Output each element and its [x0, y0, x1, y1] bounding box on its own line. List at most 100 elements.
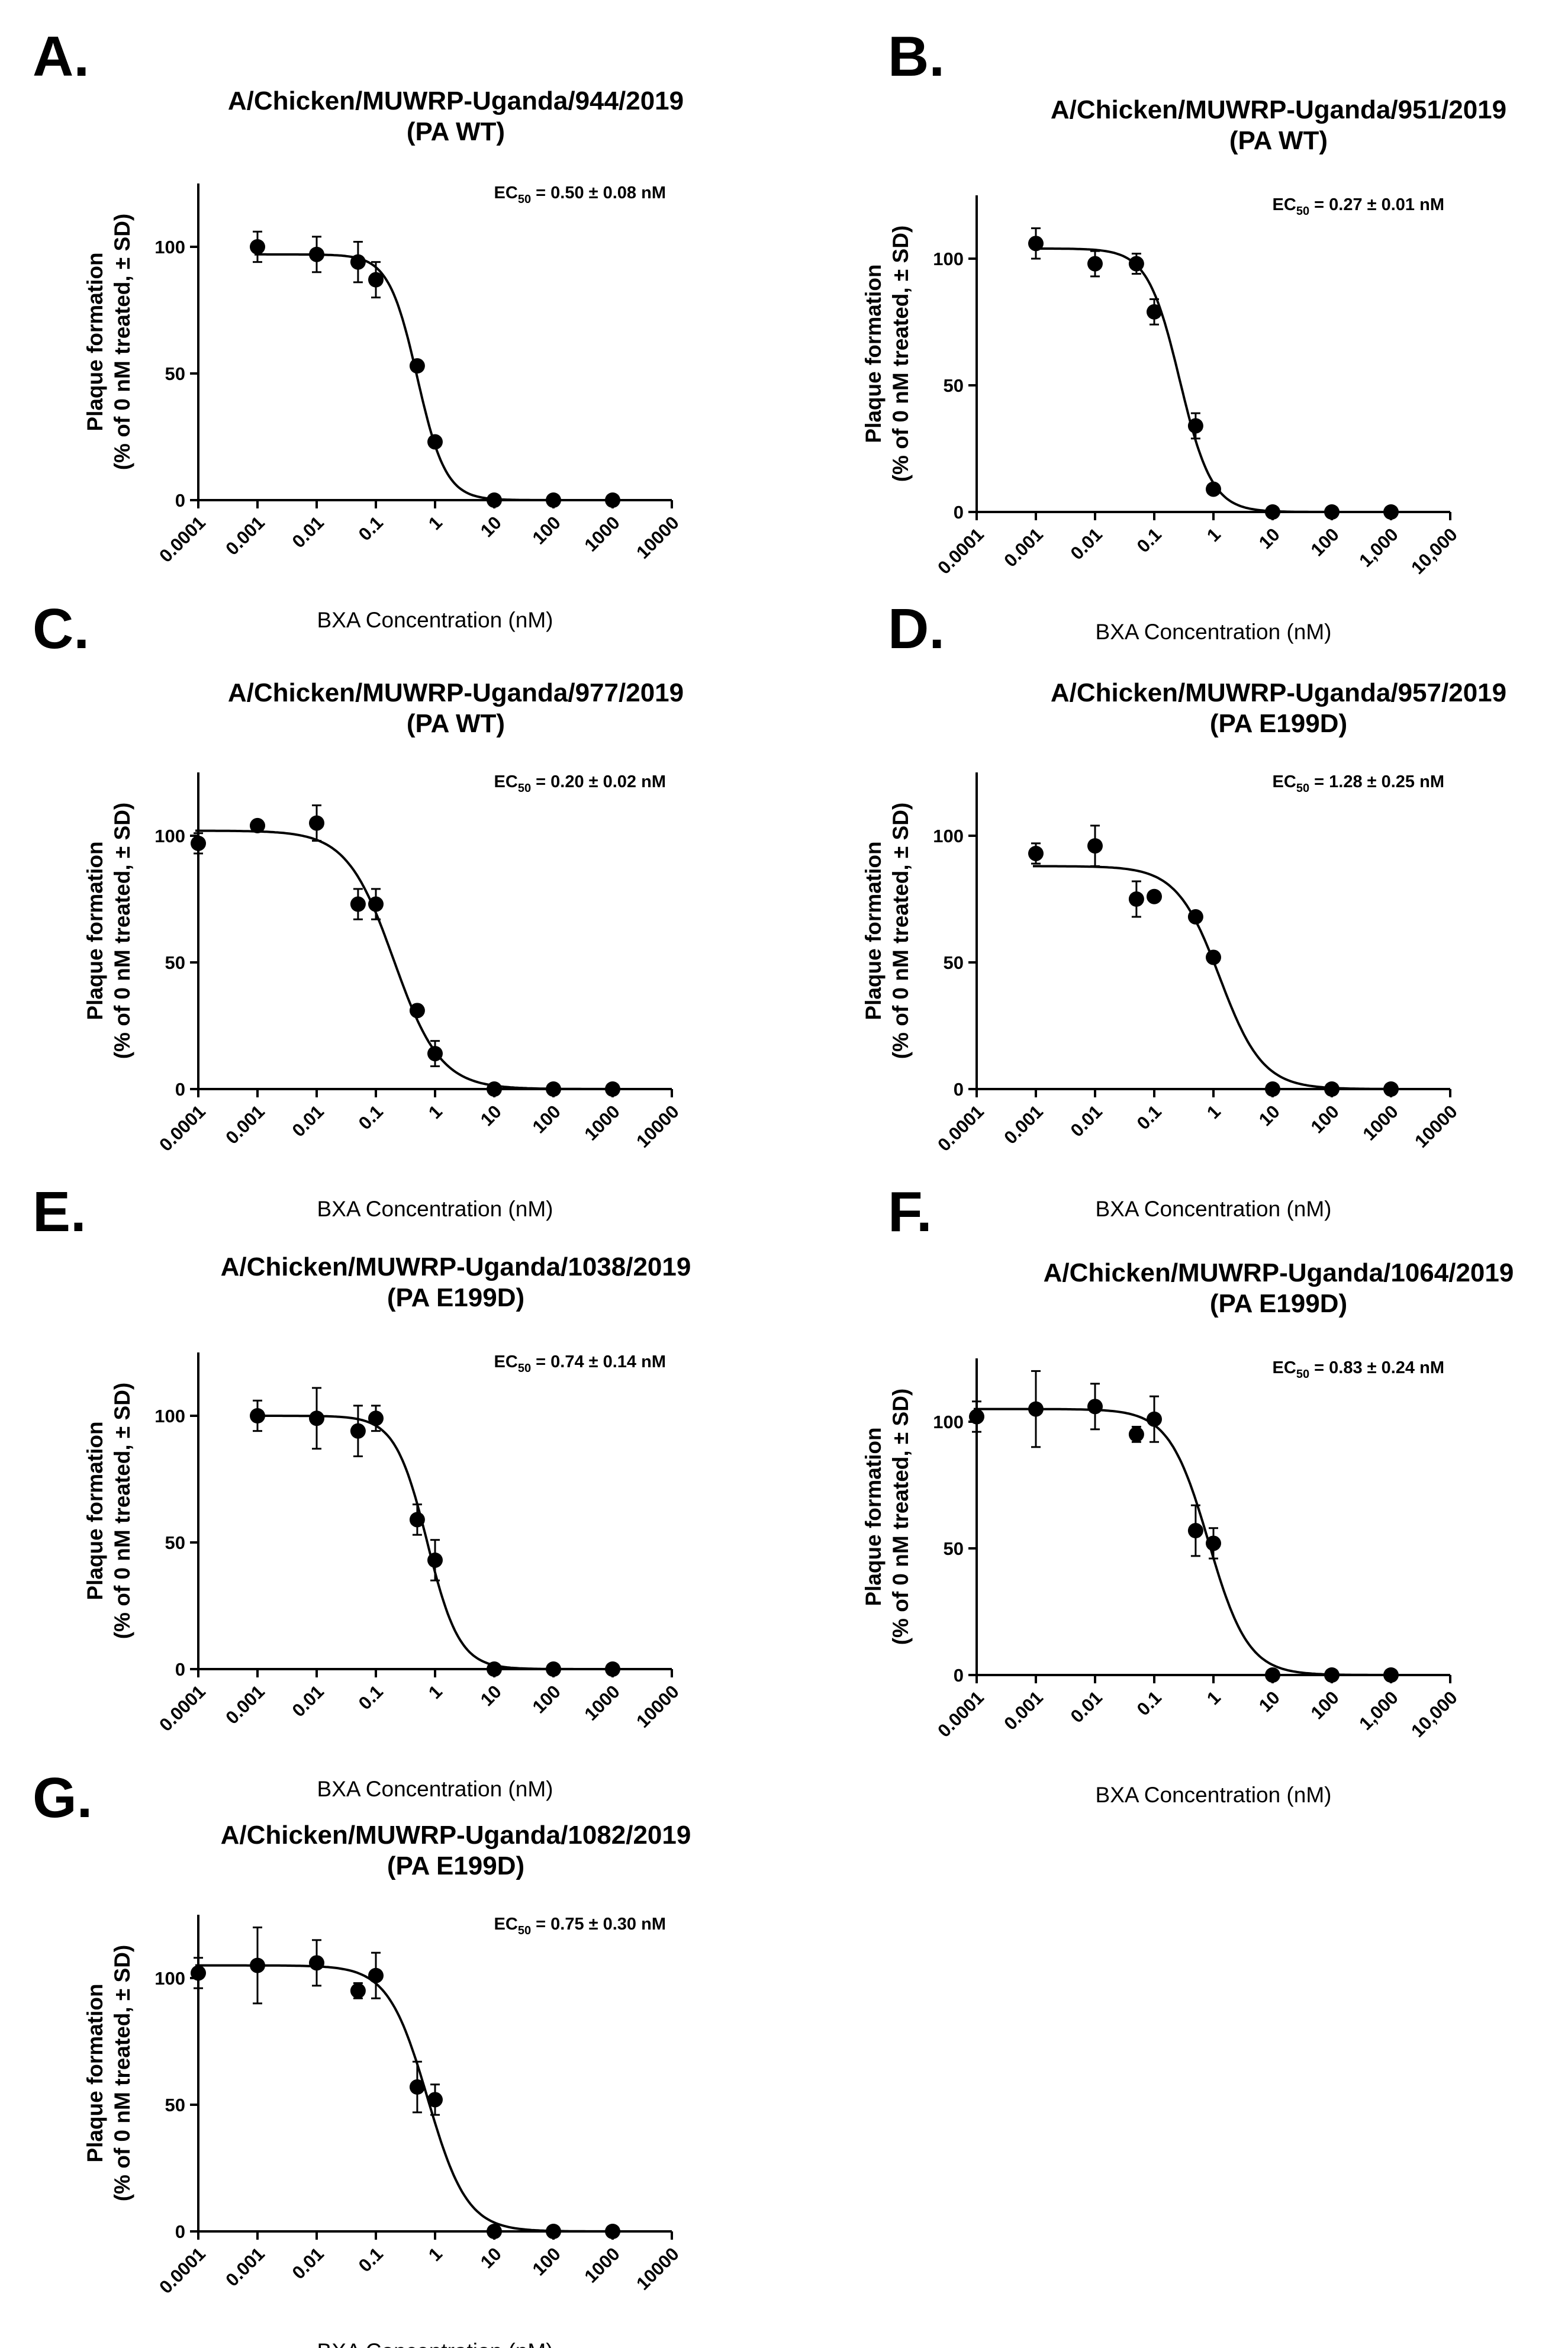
x-tick-label: 1 — [1203, 1101, 1225, 1123]
data-point — [1147, 888, 1162, 904]
data-point — [546, 492, 561, 508]
chart-title: A/Chicken/MUWRP-Uganda/1082/2019 — [221, 1821, 691, 1850]
x-tick-label: 0.1 — [355, 2243, 387, 2276]
data-point — [350, 1423, 366, 1439]
y-tick-label: 0 — [954, 502, 964, 523]
data-point — [368, 1410, 384, 1426]
y-tick-label: 50 — [944, 952, 964, 973]
y-tick-label: 0 — [175, 1659, 185, 1680]
data-point — [1265, 1667, 1280, 1683]
x-tick-label: 0.0001 — [933, 1101, 988, 1155]
y-tick-label: 50 — [165, 2095, 185, 2115]
y-tick-label: 50 — [944, 1538, 964, 1559]
panel-f: F. A/Chicken/MUWRP-Uganda/1064/2019(PA E1… — [861, 1180, 1514, 1807]
x-tick-label: 0.1 — [355, 1681, 387, 1714]
x-tick-label: 10 — [476, 2243, 506, 2272]
x-tick-label: 1 — [1203, 524, 1225, 546]
y-axis-label-2: (% of 0 nM treated, ± SD) — [888, 1389, 913, 1645]
x-tick-label: 0.01 — [288, 1681, 328, 1721]
x-tick-label: 0.0001 — [155, 1101, 210, 1155]
x-tick-label: 0.001 — [221, 1681, 269, 1728]
x-tick-label: 0.0001 — [155, 1681, 210, 1735]
data-point — [546, 2224, 561, 2239]
fit-curve — [1033, 247, 1394, 513]
data-point — [1087, 1399, 1103, 1415]
data-point — [427, 434, 443, 450]
ec50-label: EC50 = 0.83 ± 0.24 nM — [1273, 1358, 1444, 1381]
x-tick-label: 1000 — [580, 512, 624, 556]
data-point — [350, 1983, 366, 1999]
ec50-prefix: EC — [494, 1915, 518, 1934]
data-point — [250, 239, 265, 255]
y-tick-label: 50 — [165, 952, 185, 973]
y-tick-label: 100 — [154, 237, 185, 257]
x-tick-label: 0.0001 — [933, 1687, 988, 1741]
data-point — [309, 1955, 324, 1971]
data-point — [409, 1003, 425, 1019]
data-point — [1265, 1081, 1280, 1097]
y-axis-label: Plaque formation — [861, 264, 886, 443]
ec50-prefix: EC — [494, 1352, 518, 1371]
x-tick-label: 0.01 — [1067, 1101, 1106, 1141]
data-point — [1087, 838, 1103, 854]
x-tick-label: 10000 — [632, 1101, 683, 1152]
data-point — [487, 1081, 502, 1097]
ec50-prefix: EC — [1273, 195, 1296, 214]
x-tick-label: 10000 — [1411, 1101, 1461, 1152]
x-axis-label: BXA Concentration (nM) — [1096, 620, 1332, 644]
x-tick-label: 10 — [476, 512, 506, 541]
panel-label: G. — [33, 1766, 92, 1830]
x-tick-label: 100 — [1307, 1687, 1343, 1723]
x-tick-label: 0.001 — [1000, 1687, 1047, 1734]
data-point — [427, 2092, 443, 2108]
x-tick-label: 0.1 — [1133, 524, 1165, 556]
y-axis-label-2: (% of 0 nM treated, ± SD) — [888, 803, 913, 1059]
ec50-label: EC50 = 0.27 ± 0.01 nM — [1273, 195, 1444, 218]
data-point — [368, 272, 384, 288]
fit-curve — [974, 1407, 1394, 1676]
y-axis-label: Plaque formation — [83, 252, 107, 431]
x-tick-label: 10 — [476, 1101, 506, 1130]
data-point — [1383, 504, 1399, 520]
x-tick-label: 10,000 — [1407, 524, 1461, 578]
x-tick-label: 0.0001 — [933, 524, 988, 578]
data-point — [427, 1046, 443, 1062]
y-axis-label-2: (% of 0 nM treated, ± SD) — [110, 1945, 134, 2202]
y-tick-label: 100 — [154, 1406, 185, 1426]
ec50-subscript: 50 — [1296, 1368, 1309, 1381]
x-tick-label: 0.1 — [1133, 1101, 1165, 1133]
x-tick-label: 1 — [424, 1101, 446, 1123]
panel-c: C. A/Chicken/MUWRP-Uganda/977/2019(PA WT)… — [33, 597, 684, 1221]
ec50-prefix: EC — [494, 772, 518, 791]
panel-label: F. — [888, 1180, 932, 1244]
y-tick-label: 100 — [154, 1968, 185, 1989]
x-tick-label: 0.001 — [221, 2243, 269, 2291]
ec50-value: = 0.20 ± 0.02 nM — [531, 772, 666, 791]
x-tick-label: 0.001 — [1000, 524, 1047, 571]
x-tick-label: 10 — [1255, 524, 1284, 553]
x-tick-label: 10,000 — [1407, 1687, 1461, 1741]
data-point — [605, 1661, 620, 1677]
x-tick-label: 10000 — [632, 512, 683, 563]
chart-subtitle: (PA E199D) — [1210, 709, 1347, 738]
x-tick-label: 1000 — [580, 1101, 624, 1145]
y-axis-label: Plaque formation — [83, 1983, 107, 2162]
panel-e: E. A/Chicken/MUWRP-Uganda/1038/2019(PA E1… — [33, 1180, 691, 1801]
ec50-label: EC50 = 0.50 ± 0.08 nM — [494, 183, 666, 206]
data-point — [546, 1661, 561, 1677]
data-point — [1265, 504, 1280, 520]
data-point — [309, 1410, 324, 1426]
ec50-value: = 0.74 ± 0.14 nM — [531, 1352, 666, 1371]
x-tick-label: 10 — [1255, 1101, 1284, 1130]
panel-label: A. — [33, 25, 89, 88]
fit-curve — [195, 1964, 616, 2233]
data-point — [1128, 891, 1144, 907]
data-point — [191, 835, 206, 851]
data-point — [1206, 481, 1221, 497]
y-axis-label: Plaque formation — [861, 1427, 886, 1606]
ec50-label: EC50 = 0.74 ± 0.14 nM — [494, 1352, 666, 1375]
x-tick-label: 1000 — [1358, 1101, 1402, 1145]
data-point — [1028, 236, 1044, 252]
x-tick-label: 1 — [1203, 1687, 1225, 1709]
data-point — [487, 492, 502, 508]
